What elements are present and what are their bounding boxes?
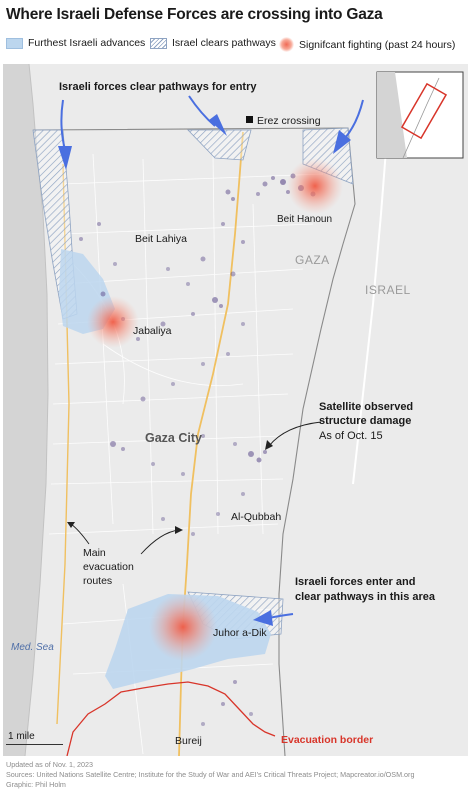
arrow-north-coast [58, 99, 72, 170]
annotation-satellite-2: structure damage [319, 415, 411, 427]
pathway-erez [187, 129, 252, 161]
israel-road [352, 123, 389, 485]
footer-sources: Sources: United Nations Satellite Centre… [6, 770, 415, 779]
label-jabaliya: Jabaliya [133, 325, 172, 337]
arrow-south [253, 610, 294, 626]
annotation-enter-2: clear pathways in this area [295, 591, 436, 603]
arrow-erez [188, 95, 227, 136]
fighting-juhor [149, 593, 217, 661]
fighting-jabaliya [87, 296, 139, 348]
annotation-evacuation-2: evacuation [83, 561, 134, 573]
map-title: Where Israeli Defense Forces are crossin… [6, 6, 383, 23]
evacuation-pointer-left [67, 522, 90, 545]
satellite-pointer [265, 421, 322, 450]
label-erez: Erez crossing [257, 115, 321, 127]
advances-swatch [6, 37, 23, 49]
mediterranean-sea [3, 64, 48, 756]
coastline [24, 64, 49, 756]
street-network [48, 153, 324, 755]
label-israel: ISRAEL [365, 283, 411, 297]
annotation-satellite-1: Satellite observed [319, 401, 413, 413]
fighting-swatch [279, 37, 294, 52]
label-bureij: Bureij [175, 735, 202, 747]
label-juhor: Juhor a-Dik [213, 627, 267, 639]
label-evacuation-border: Evacuation border [281, 734, 373, 746]
legend: Furthest Israeli advances Israel clears … [6, 37, 468, 55]
evacuation-pointer-right [140, 526, 183, 555]
erez-marker [246, 116, 253, 123]
footer-graphic: Graphic: Phil Holm [6, 780, 66, 789]
label-gaza-region: GAZA [295, 253, 330, 267]
arrow-northeast [333, 99, 364, 154]
legend-advances-label: Furthest Israeli advances [28, 37, 146, 49]
label-al-qubbah: Al-Qubbah [231, 511, 281, 523]
scale-bar [6, 744, 63, 745]
annotation-evacuation-1: Main [83, 547, 106, 559]
legend-fighting-label: Signifcant fighting (past 24 hours) [299, 38, 456, 51]
pathways-swatch [150, 37, 167, 49]
legend-pathways: Israel clears pathways [150, 37, 276, 49]
legend-pathways-label: Israel clears pathways [172, 37, 276, 49]
legend-advances: Furthest Israeli advances [6, 37, 145, 49]
label-gaza-city: Gaza City [145, 431, 202, 445]
annotation-evacuation-3: routes [83, 575, 112, 587]
fighting-beit-hanoun [287, 158, 343, 214]
annotation-enter-1: Israeli forces enter and [295, 576, 415, 588]
label-beit-lahiya: Beit Lahiya [135, 233, 187, 245]
label-beit-hanoun: Beit Hanoun [277, 214, 332, 225]
label-med-sea: Med. Sea [11, 642, 54, 653]
annotation-satellite-date: As of Oct. 15 [319, 430, 383, 442]
locator-inset [376, 71, 464, 159]
gaza-map: Israeli forces clear pathways for entry … [3, 64, 468, 756]
legend-fighting: Signifcant fighting (past 24 hours) [279, 37, 455, 52]
annotation-clear-pathways: Israeli forces clear pathways for entry [59, 81, 257, 93]
footer: Updated as of Nov. 1, 2023 Sources: Unit… [6, 760, 414, 790]
evacuation-border-line [66, 681, 276, 756]
scale-label: 1 mile [8, 731, 35, 742]
footer-updated: Updated as of Nov. 1, 2023 [6, 760, 93, 769]
